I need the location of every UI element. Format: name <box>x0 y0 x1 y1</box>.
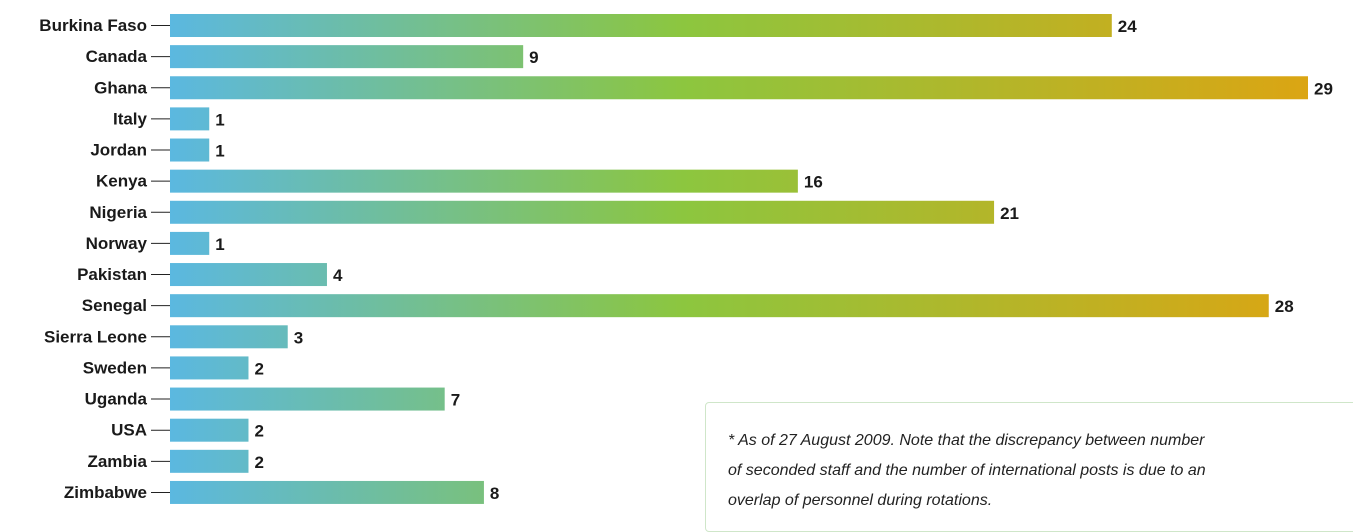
category-label-kenya: Kenya <box>96 172 148 191</box>
bar-nigeria <box>170 200 995 224</box>
category-label-senegal: Senegal <box>82 296 147 315</box>
bar-ghana <box>170 76 1308 100</box>
bar-zambia <box>170 449 249 473</box>
value-label-ghana: 29 <box>1314 79 1333 98</box>
bar-usa <box>170 418 249 442</box>
category-label-zimbabwe: Zimbabwe <box>64 483 147 502</box>
bar-burkina-faso <box>170 14 1112 37</box>
bar-canada <box>170 45 524 69</box>
category-label-sweden: Sweden <box>83 358 147 377</box>
category-label-pakistan: Pakistan <box>77 265 147 284</box>
value-label-zambia: 2 <box>254 453 263 472</box>
category-label-italy: Italy <box>113 109 148 128</box>
value-label-nigeria: 21 <box>1000 204 1019 223</box>
category-label-ghana: Ghana <box>94 78 147 97</box>
value-label-burkina-faso: 24 <box>1118 17 1137 36</box>
value-label-senegal: 28 <box>1275 297 1294 316</box>
category-label-nigeria: Nigeria <box>89 203 147 222</box>
bar-senegal <box>170 294 1269 318</box>
value-label-sierra-leone: 3 <box>294 328 303 347</box>
value-label-sweden: 2 <box>254 359 263 378</box>
bar-pakistan <box>170 263 327 287</box>
category-label-canada: Canada <box>86 47 148 66</box>
bar-sierra-leone <box>170 325 288 349</box>
category-label-jordan: Jordan <box>90 141 147 160</box>
value-label-italy: 1 <box>215 110 224 129</box>
value-label-usa: 2 <box>254 422 263 441</box>
category-label-uganda: Uganda <box>85 390 148 409</box>
bar-zimbabwe <box>170 480 484 504</box>
value-label-pakistan: 4 <box>333 266 343 285</box>
value-label-norway: 1 <box>215 235 224 254</box>
category-label-usa: USA <box>111 421 147 440</box>
footnote-text: * As of 27 August 2009. Note that the di… <box>728 432 1206 509</box>
value-label-canada: 9 <box>529 48 538 67</box>
bar-norway <box>170 231 210 255</box>
bar-sweden <box>170 356 249 380</box>
category-label-zambia: Zambia <box>87 452 147 471</box>
value-label-jordan: 1 <box>215 142 224 161</box>
value-label-zimbabwe: 8 <box>490 484 499 503</box>
category-label-sierra-leone: Sierra Leone <box>44 327 147 346</box>
value-label-kenya: 16 <box>804 173 823 192</box>
category-label-norway: Norway <box>86 234 148 253</box>
bar-uganda <box>170 387 445 411</box>
value-label-uganda: 7 <box>451 391 460 410</box>
category-label-burkina-faso: Burkina Faso <box>39 16 147 35</box>
bar-kenya <box>170 169 798 193</box>
bar-jordan <box>170 138 210 162</box>
bar-italy <box>170 107 210 131</box>
